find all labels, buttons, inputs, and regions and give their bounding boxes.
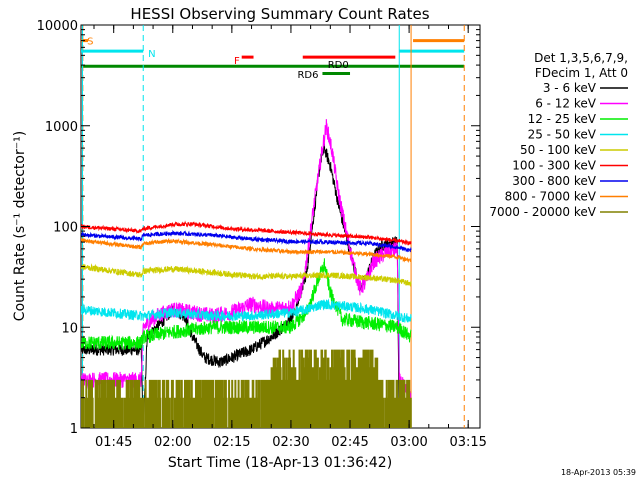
flag-label: RD6	[297, 70, 318, 81]
x-tick-label: 03:15	[449, 435, 486, 450]
flag-label: F	[234, 56, 240, 67]
series-line	[81, 237, 412, 264]
series-line	[81, 263, 412, 287]
legend: Det 1,3,5,6,7,9,FDecim 1, Att 03 - 6 keV…	[489, 51, 628, 219]
y-tick-label: 100	[53, 221, 78, 236]
legend-item-label: 7000 - 20000 keV	[489, 205, 596, 219]
x-axis-label: Start Time (18-Apr-13 01:36:42)	[168, 455, 392, 471]
series-line	[81, 229, 412, 253]
y-axis: 1 10 100 1000 10000	[37, 19, 480, 437]
flag-label: S	[87, 37, 93, 48]
observing-flags: S N F RD0 RD6	[81, 37, 465, 81]
legend-item-label: 50 - 100 keV	[520, 143, 597, 157]
chart-title: HESSI Observing Summary Count Rates	[130, 5, 429, 23]
y-tick-label: 10	[61, 321, 78, 336]
series-line	[81, 298, 412, 323]
series-8	[81, 349, 412, 428]
legend-item-label: 25 - 50 keV	[528, 128, 597, 142]
x-tick-label: 02:45	[331, 435, 368, 450]
series-line	[81, 258, 412, 350]
y-tick-label: 10000	[37, 19, 78, 34]
legend-item-label: 800 - 7000 keV	[505, 190, 597, 204]
y-tick-label: 1	[70, 422, 78, 437]
series-line	[81, 119, 412, 404]
legend-item-label: 100 - 300 keV	[512, 159, 596, 173]
x-tick-label: 02:30	[272, 435, 309, 450]
x-tick-label: 02:00	[154, 435, 191, 450]
legend-item-label: 6 - 12 keV	[535, 97, 597, 111]
legend-header: FDecim 1, Att 0	[535, 66, 628, 80]
series-layer	[81, 119, 412, 428]
series-line	[81, 220, 412, 246]
x-tick-label: 02:15	[213, 435, 250, 450]
legend-item-label: 300 - 800 keV	[512, 174, 596, 188]
flag-label: RD0	[328, 60, 349, 71]
x-tick-label: 03:00	[390, 435, 427, 450]
x-axis: 01:45 02:00 02:15 02:30 02:45 03:00 03:15	[93, 25, 487, 450]
series-line	[81, 349, 412, 428]
y-axis-label: Count Rate (s⁻¹ detector⁻¹)	[12, 131, 28, 321]
legend-header: Det 1,3,5,6,7,9,	[534, 51, 628, 65]
legend-item-label: 12 - 25 keV	[528, 112, 597, 126]
flag-label: N	[148, 49, 155, 60]
x-tick-label: 01:45	[95, 435, 132, 450]
legend-item-label: 3 - 6 keV	[543, 81, 597, 95]
y-tick-label: 1000	[45, 120, 78, 135]
footer-date: 18-Apr-2013 05:39	[561, 468, 636, 477]
